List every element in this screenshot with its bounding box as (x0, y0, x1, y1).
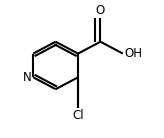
Text: N: N (23, 71, 32, 84)
Text: O: O (96, 4, 105, 17)
Text: OH: OH (124, 47, 142, 60)
Text: Cl: Cl (72, 109, 84, 122)
